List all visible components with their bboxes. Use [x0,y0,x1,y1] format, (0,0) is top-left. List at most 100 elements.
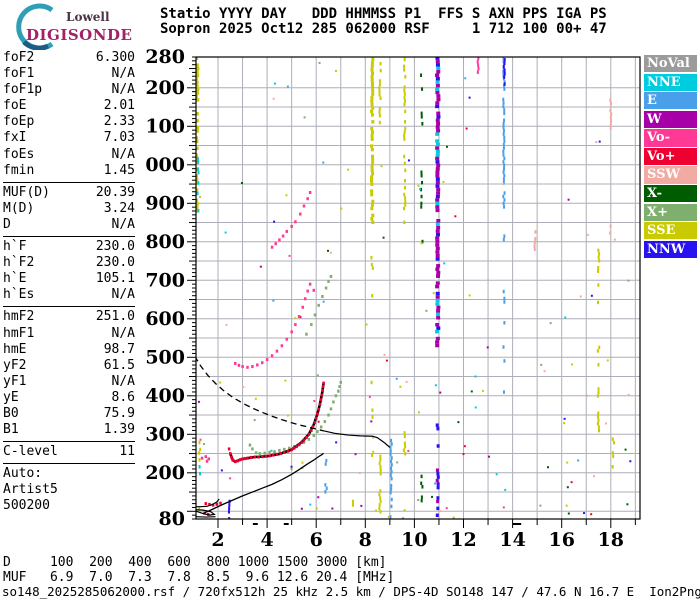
param-row-foF1p: foF1p N/A [3,82,135,98]
param-label: foE [3,98,27,114]
param-label: h`E [3,271,27,287]
param-row-B0: B0 75.9 [3,406,135,422]
svg-text:1280: 1280 [145,46,185,68]
param-row-D: D N/A [3,217,135,233]
param-row-foF2: foF2 6.300 [3,50,135,66]
legend-entry-SSW: SSW [644,166,697,184]
muf-table: D 100 200 400 600 800 1000 1500 3000 [km… [3,555,395,585]
header-field-names: Statio YYYY DAY DDD HHMMSS P1 FFS S AXN … [160,6,607,22]
muf-row: MUF 6.9 7.0 7.3 7.8 8.5 9.6 12.6 20.4 [M… [3,569,395,585]
svg-text:10: 10 [401,529,427,550]
param-row-B1: B1 1.39 [3,422,135,438]
param-value: N/A [111,216,135,232]
svg-text:1000: 1000 [145,154,185,176]
param-value: N/A [111,287,135,303]
svg-text:200: 200 [145,462,185,484]
param-label: B0 [3,405,19,421]
svg-text:8: 8 [359,529,372,550]
param-value: N/A [111,373,135,389]
param-value: N/A [111,66,135,82]
param-value: N/A [111,146,135,162]
param-row-fmin: fmin 1.45 [3,163,135,179]
svg-text:300: 300 [145,423,185,445]
param-row-yE: yE 8.6 [3,390,135,406]
param-row-yF1: yF1 N/A [3,374,135,390]
digisonde-logo: Lowell DIGISONDE [6,2,156,51]
parameter-panel: foF2 6.300 foF1 N/A foF1p N/A foE 2.01 foEp 2.33 f… [3,50,135,515]
autoscale-info-line: Artist5 [3,482,58,498]
param-row-foE: foE 2.01 [3,98,135,114]
svg-text:500: 500 [145,346,185,368]
legend-entry-X: X+ [644,203,697,221]
param-value: 2.33 [103,114,135,130]
svg-text:700: 700 [145,269,185,291]
digisonde-logo-arc-icon [16,3,54,51]
legend-entry-E: E [644,92,697,110]
param-label: foF1p [3,82,43,98]
param-value: 2.01 [103,98,135,114]
group-divider [3,236,135,238]
svg-text:600: 600 [145,308,185,330]
group-divider [3,463,135,465]
ionogram-canvas: 80 200 300 400 500 600 700 800 900 1000 1100 1200 12… [132,46,641,551]
legend-entry-X: X- [644,185,697,203]
param-label: D [3,216,11,232]
param-label: fxI [3,130,27,146]
file-info-line: so148_2025285062000.rsf / 720fx512h 25 k… [2,584,700,599]
group-divider [3,181,135,183]
group-divider [3,306,135,308]
param-row-fxI: fxI 7.03 [3,130,135,146]
param-label: h`F2 [3,255,35,271]
autoscale-info-line: Auto: [3,466,43,482]
svg-text:1200: 1200 [145,77,185,99]
param-value: 1.45 [103,162,135,178]
param-label: foEs [3,146,35,162]
svg-text:400: 400 [145,385,185,407]
param-row-hmF1: hmF1 N/A [3,326,135,342]
d-distance-row: D 100 200 400 600 800 1000 1500 3000 [km… [3,555,387,570]
param-value: 8.6 [111,389,135,405]
param-label: hmE [3,341,27,357]
param-row-foEp: foEp 2.33 [3,114,135,130]
param-row-yF2: yF2 61.5 [3,358,135,374]
param-row-hF: h`F 230.0 [3,239,135,255]
param-value: 230.0 [95,239,135,255]
svg-text:18: 18 [598,529,624,550]
group-divider [3,441,135,443]
legend-entry-W: W [644,110,697,128]
param-row-foEs: foEs N/A [3,147,135,163]
param-row-hmE: hmE 98.7 [3,342,135,358]
logo-text-lowell: Lowell [66,10,110,24]
param-value: 61.5 [103,357,135,373]
svg-text:12: 12 [450,529,476,550]
param-row-hF2: h`F2 230.0 [3,255,135,271]
legend-entry-SSE: SSE [644,222,697,240]
logo-text-digisonde: DIGISONDE [26,26,133,44]
param-row-hmF2: hmF2 251.0 [3,309,135,325]
param-label: C-level [3,444,58,460]
svg-text:800: 800 [145,231,185,253]
header-block: Statio YYYY DAY DDD HHMMSS P1 FFS S AXN … [160,7,607,37]
param-value: 105.1 [95,271,135,287]
param-value: N/A [111,325,135,341]
header-field-values: Sopron 2025 Oct12 285 062000 RSF 1 712 1… [160,21,607,37]
param-value: N/A [111,82,135,98]
direction-color-legend: NoVal NNE E W Vo- Vo+ SSW X- X+ SSE NNW [644,55,697,259]
param-label: foEp [3,114,35,130]
param-row-hEs: h`Es N/A [3,287,135,303]
svg-text:6: 6 [310,529,323,550]
param-value: 75.9 [103,405,135,421]
param-label: MUF(D) [3,184,50,200]
param-row-MUFD: MUF(D) 20.39 [3,185,135,201]
param-value: 1.39 [103,422,135,438]
autoscale-info-line: 500200 [3,498,50,514]
legend-entry-NNE: NNE [644,73,697,91]
legend-entry-NNW: NNW [644,240,697,258]
param-value: 11 [119,444,135,460]
param-row-foF1: foF1 N/A [3,66,135,82]
param-value: 98.7 [103,341,135,357]
param-label: hmF2 [3,309,35,325]
svg-text:14: 14 [499,529,525,550]
param-value: 230.0 [95,255,135,271]
